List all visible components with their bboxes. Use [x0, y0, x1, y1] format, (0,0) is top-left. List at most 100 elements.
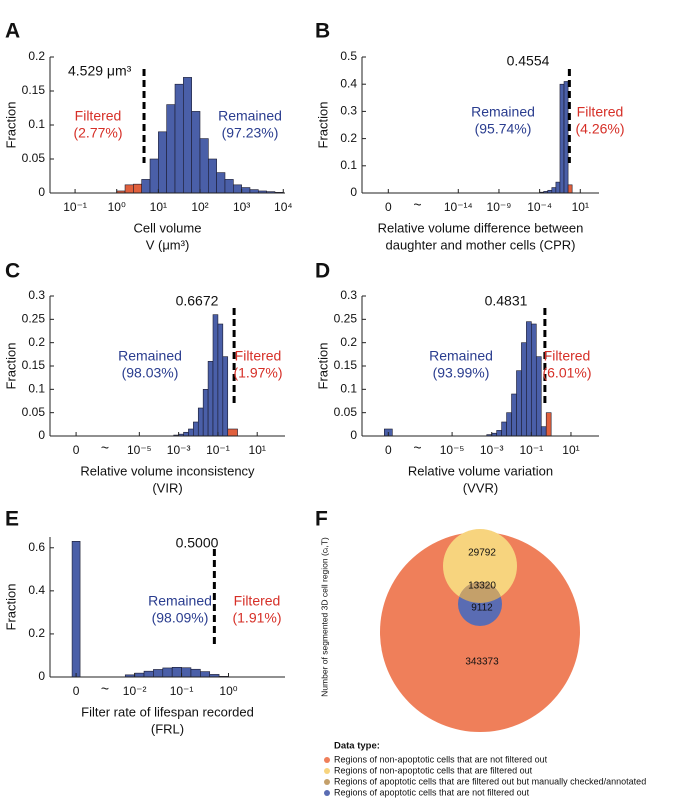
- bar: [181, 667, 192, 678]
- y-tick-label: 0.3: [28, 288, 45, 302]
- axis-break: ~: [101, 440, 109, 456]
- threshold-label: 0.6672: [176, 293, 219, 309]
- bar: [190, 668, 201, 678]
- legend-swatch: [324, 757, 330, 763]
- bar: [222, 356, 229, 437]
- bar: [224, 179, 234, 194]
- x-tick-label: 10⁻⁵: [127, 443, 152, 457]
- x-tick-label: 10⁻¹: [63, 200, 87, 214]
- bar: [141, 179, 151, 194]
- y-tick-label: 0.2: [340, 335, 357, 349]
- panel-letter: E: [5, 508, 19, 531]
- filtered-share: (2.77%): [73, 125, 122, 141]
- y-tick-label: 0.6: [28, 540, 45, 554]
- y-tick-label: 0.15: [22, 83, 46, 97]
- bar: [526, 321, 532, 437]
- x-tick-label: 10³: [233, 200, 250, 214]
- x-tick-label: 10¹: [249, 443, 266, 457]
- bar: [153, 669, 164, 678]
- x-tick-label: 10⁻⁹: [487, 200, 512, 214]
- bar: [133, 183, 142, 194]
- bar: [207, 361, 214, 437]
- venn-count: 343373: [465, 657, 499, 668]
- y-tick-label: 0.1: [28, 117, 45, 131]
- legend-entry: Regions of non-apoptotic cells that are …: [334, 765, 533, 775]
- y-tick-label: 0: [38, 185, 45, 199]
- x-axis-label: Relative volume inconsistency: [80, 463, 255, 478]
- bar: [143, 670, 154, 678]
- bar: [521, 342, 527, 437]
- bar: [559, 83, 565, 194]
- remained-label: Remained: [148, 593, 212, 609]
- y-tick-label: 0.1: [340, 382, 357, 396]
- bar: [531, 323, 537, 437]
- bar: [162, 667, 173, 678]
- y-tick-label: 0.2: [28, 626, 45, 640]
- y-tick-label: 0.5: [340, 49, 357, 63]
- bar: [501, 421, 507, 437]
- legend-entry: Regions of apoptotic cells that are filt…: [334, 776, 646, 786]
- panel-letter: A: [5, 20, 20, 43]
- bar: [511, 393, 517, 437]
- filtered-share: (1.91%): [232, 610, 281, 626]
- legend-title: Data type:: [334, 741, 380, 752]
- bar: [217, 323, 224, 437]
- venn-circle: [443, 529, 517, 603]
- y-axis-label: Fraction: [315, 343, 330, 390]
- y-tick-label: 0.15: [22, 358, 46, 372]
- axis-break: ~: [413, 440, 421, 456]
- x-axis-label: Cell volume: [134, 220, 202, 235]
- venn-count: 9112: [471, 603, 493, 614]
- axis-break: ~: [101, 681, 109, 697]
- venn-count: 29792: [468, 548, 496, 559]
- legend-swatch: [324, 779, 330, 785]
- x-axis-label: V (μm³): [146, 237, 190, 252]
- y-axis-label: Fraction: [3, 584, 18, 631]
- remained-share: (93.99%): [433, 365, 490, 381]
- x-tick-label: 10²: [191, 200, 208, 214]
- bar: [535, 356, 542, 437]
- panel-letter: D: [315, 260, 330, 283]
- bar: [516, 370, 522, 437]
- axis-break: ~: [413, 197, 421, 213]
- y-tick-label: 0.2: [28, 49, 45, 63]
- x-tick-label: 0: [73, 443, 80, 457]
- bar: [171, 667, 182, 678]
- bar: [183, 431, 189, 437]
- x-tick-label: 10⁻¹: [519, 443, 543, 457]
- venn-circle: [380, 532, 580, 732]
- threshold-label: 4.529 μm³: [68, 63, 132, 79]
- x-axis-label: Filter rate of lifespan recorded: [81, 704, 254, 719]
- x-tick-label: 10⁻⁴: [527, 200, 552, 214]
- bar: [540, 426, 547, 437]
- bar: [506, 412, 512, 437]
- bar: [199, 138, 209, 194]
- x-axis-label: (VIR): [152, 480, 182, 495]
- remained-label: Remained: [471, 104, 535, 120]
- bar: [166, 104, 176, 194]
- bar: [233, 184, 242, 194]
- bar: [212, 314, 219, 437]
- bar: [193, 421, 199, 437]
- y-tick-label: 0: [350, 428, 357, 442]
- bar: [134, 672, 145, 678]
- y-tick-label: 0.25: [334, 312, 358, 326]
- x-tick-label: 0: [385, 443, 392, 457]
- panel-letter: F: [315, 508, 328, 531]
- filtered-label: Filtered: [577, 104, 624, 120]
- bar: [551, 187, 557, 194]
- y-tick-label: 0.4: [340, 76, 357, 90]
- x-axis-label: (VVR): [463, 480, 498, 495]
- panel-letter: B: [315, 20, 330, 43]
- bar: [191, 111, 201, 194]
- x-tick-label: 10⁰: [219, 684, 237, 698]
- filtered-label: Filtered: [235, 348, 282, 364]
- filtered-label: Filtered: [75, 108, 122, 124]
- venn-overlap: [458, 582, 502, 603]
- bar: [188, 428, 194, 437]
- venn-count: 13320: [468, 581, 496, 592]
- bar: [567, 184, 573, 194]
- remained-share: (95.74%): [475, 121, 532, 137]
- x-axis-label: daughter and mother cells (CPR): [385, 237, 575, 252]
- x-tick-label: 10⁻¹: [170, 684, 194, 698]
